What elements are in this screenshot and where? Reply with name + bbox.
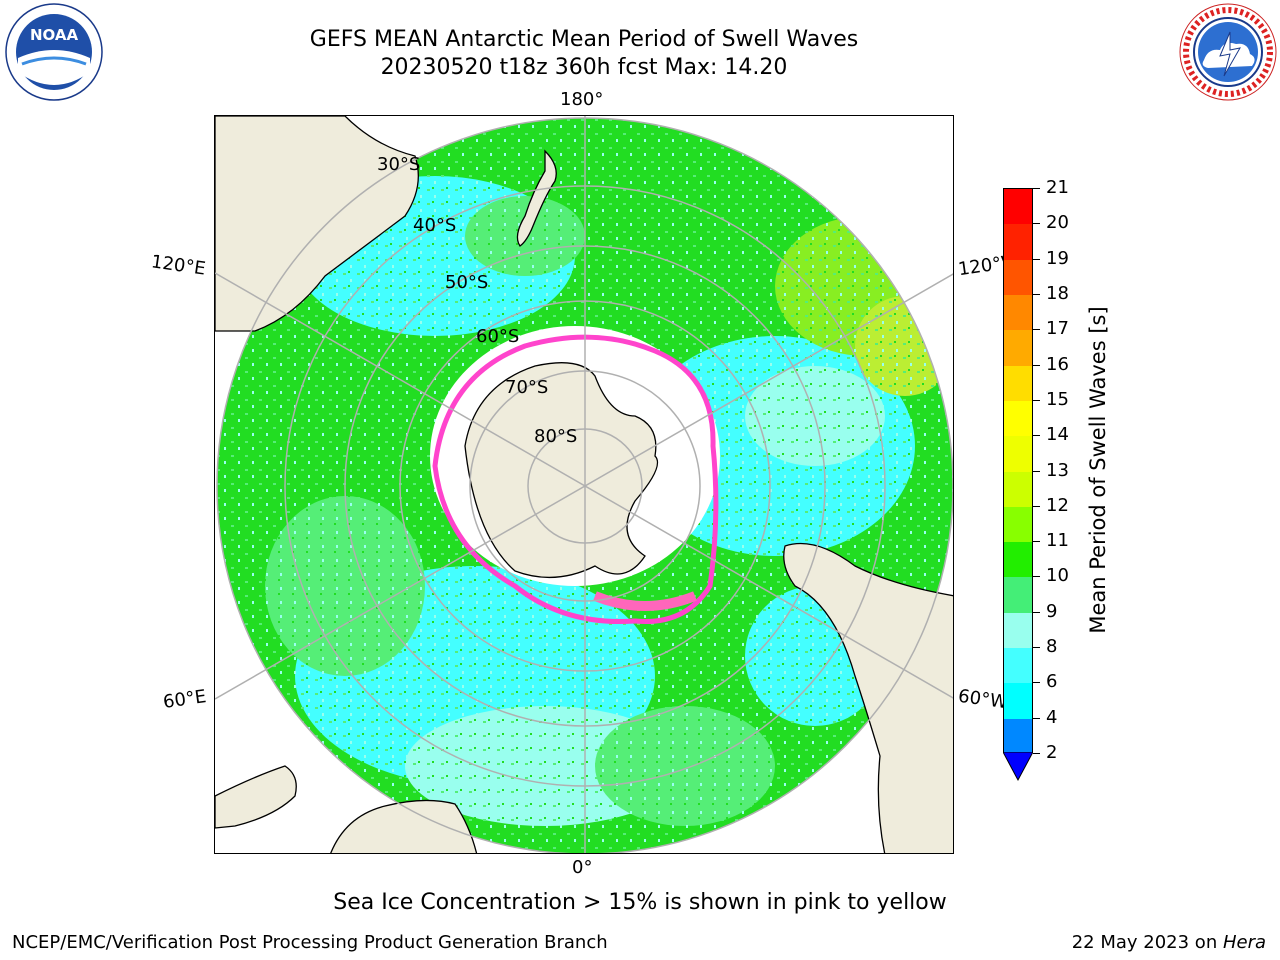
colorbar-segment [1004,577,1032,614]
lon-label-120e: 120°E [149,251,207,280]
new-zealand-land [516,149,557,247]
colorbar-segment [1004,330,1032,367]
colorbar-tick-label: 13 [1046,459,1069,481]
colorbar-tick-mark [1033,435,1040,437]
colorbar-tick-mark [1033,188,1040,189]
nws-logo [1179,3,1277,101]
colorbar-tick-label: 20 [1046,212,1069,234]
lon-label-60w: 60°W [956,685,1009,714]
colorbar-tick-label: 18 [1046,282,1069,304]
lon-label-0: 0° [572,857,593,878]
colorbar-tick-mark [1033,505,1040,507]
lon-label-180: 180° [560,89,604,110]
colorbar-tick-mark [1033,399,1040,401]
colorbar-tick-mark [1033,753,1040,754]
page-subtitle: 20230520 t18z 360h fcst Max: 14.20 [380,55,788,80]
colorbar-segment [1004,648,1032,684]
colorbar-tick-mark [1033,364,1040,366]
colorbar-tick-mark [1033,470,1040,472]
noaa-logo: NOAA [5,3,103,101]
colorbar-tick-label: 15 [1046,388,1069,410]
colorbar-tick-label: 21 [1046,177,1069,198]
lat-label-70s: 70°S [505,377,548,398]
sea-ice-note: Sea Ice Concentration > 15% is shown in … [333,890,947,915]
colorbar-tick-label: 10 [1046,565,1069,587]
colorbar-tick-mark [1033,647,1040,649]
colorbar-segment [1004,365,1032,402]
colorbar-tick-mark [1033,541,1040,543]
colorbar-tick-label: 19 [1046,247,1069,269]
colorbar-label: Mean Period of Swell Waves [s] [1086,306,1110,634]
lat-label-50s: 50°S [445,272,488,293]
colorbar-tick-mark [1033,223,1040,225]
lat-label-40s: 40°S [413,215,456,236]
colorbar-tick-mark [1033,611,1040,613]
colorbar-tick-label: 2 [1046,742,1058,763]
colorbar-tick-mark [1033,682,1040,684]
colorbar-segment [1004,436,1032,472]
colorbar-tick-label: 6 [1046,671,1058,693]
noaa-wordmark: NOAA [30,26,79,44]
colorbar-tick-mark [1033,293,1040,295]
madagascar-land [215,765,297,829]
polar-map: 30°S 40°S 50°S 60°S 70°S 80°S [214,115,954,854]
colorbar-tick-label: 16 [1046,353,1069,375]
colorbar-tick-label: 8 [1046,636,1058,658]
colorbar-tick-label: 9 [1046,600,1058,622]
lon-label-60e: 60°E [161,686,208,713]
map-gridlines [215,116,953,853]
lat-label-60s: 60°S [476,326,519,347]
colorbar-tick-label: 11 [1046,530,1069,552]
colorbar-segment [1004,259,1032,296]
colorbar-segment [1004,224,1032,261]
colorbar-segment [1004,542,1032,578]
colorbar-segment [1004,471,1032,508]
colorbar-tick-label: 4 [1046,706,1058,728]
colorbar [1003,188,1033,755]
colorbar-tick-label: 17 [1046,318,1069,340]
footer-host: Hera [1222,932,1266,953]
page-title: GEFS MEAN Antarctic Mean Period of Swell… [309,27,859,52]
colorbar-tick-label: 14 [1046,424,1069,446]
colorbar-extend-arrow [1003,752,1033,782]
colorbar-tick-mark [1033,258,1040,260]
footer-credit: NCEP/EMC/Verification Post Processing Pr… [12,932,608,953]
colorbar-segment [1004,718,1032,755]
colorbar-segment [1004,400,1032,437]
colorbar-segment [1004,683,1032,720]
colorbar-segment [1004,189,1032,225]
colorbar-segment [1004,612,1032,649]
map-canvas: 30°S 40°S 50°S 60°S 70°S 80°S [215,116,953,853]
colorbar-segment [1004,294,1032,331]
footer-date-text: 22 May 2023 on [1071,932,1223,953]
colorbar-tick-mark [1033,717,1040,719]
colorbar-tick-mark [1033,576,1040,578]
australia-land [215,116,419,332]
lat-label-30s: 30°S [377,154,420,175]
south-america-land [783,542,953,853]
colorbar-tick-mark [1033,329,1040,331]
lat-label-80s: 80°S [534,426,577,447]
colorbar-tick-label: 12 [1046,494,1069,516]
antarctica-land [464,362,659,579]
colorbar-segment [1004,506,1032,543]
footer-date: 22 May 2023 on Hera [1072,932,1266,953]
africa-land [330,799,478,853]
